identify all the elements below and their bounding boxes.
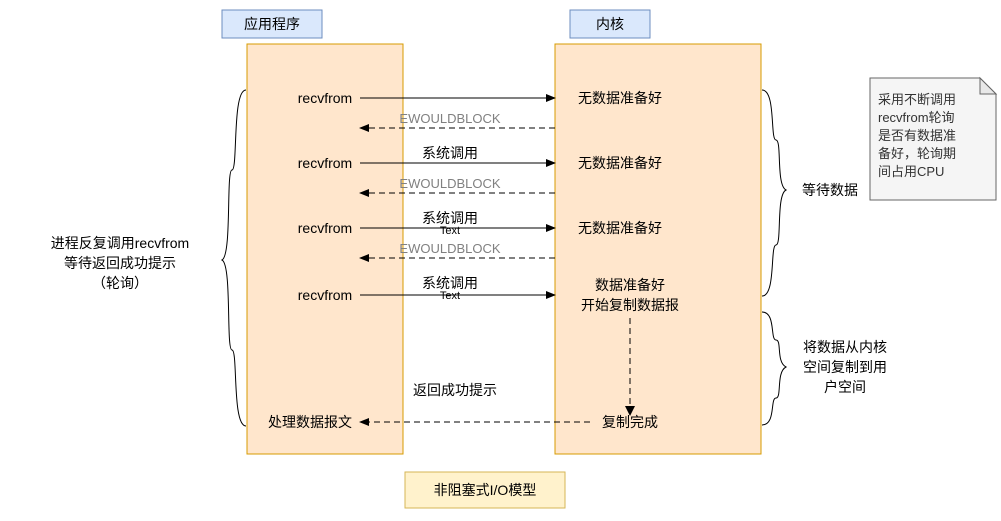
note-l4: 备好，轮询期 bbox=[878, 146, 956, 161]
recv1: recvfrom bbox=[298, 90, 352, 106]
ready-b: 开始复制数据报 bbox=[581, 297, 679, 313]
right-brace-wait bbox=[762, 90, 786, 296]
note-l3: 是否有数据准 bbox=[878, 128, 956, 143]
ret-ok: 返回成功提示 bbox=[413, 382, 497, 398]
no2: 无数据准备好 bbox=[578, 155, 662, 171]
right-brace-copy bbox=[762, 312, 786, 425]
recv3: recvfrom bbox=[298, 220, 352, 236]
copy-label-3: 户空间 bbox=[824, 379, 866, 395]
recv4: recvfrom bbox=[298, 287, 352, 303]
text-stub-1: Text bbox=[440, 225, 460, 237]
left-caption-2: 等待返回成功提示 bbox=[64, 255, 176, 271]
copy-label-1: 将数据从内核 bbox=[803, 339, 887, 355]
no1: 无数据准备好 bbox=[578, 90, 662, 106]
syscall1: 系统调用 bbox=[422, 145, 478, 161]
note-l2: recvfrom轮询 bbox=[878, 110, 955, 125]
text-stub-2: Text bbox=[440, 290, 460, 302]
process: 处理数据报文 bbox=[268, 414, 352, 430]
done: 复制完成 bbox=[602, 414, 658, 430]
no3: 无数据准备好 bbox=[578, 220, 662, 236]
ewb2: EWOULDBLOCK bbox=[399, 176, 500, 191]
kernel-header-label: 内核 bbox=[596, 16, 624, 32]
note-l5: 间占用CPU bbox=[878, 164, 944, 179]
ewb3: EWOULDBLOCK bbox=[399, 241, 500, 256]
syscall2: 系统调用 bbox=[422, 210, 478, 226]
app-header-label: 应用程序 bbox=[244, 16, 300, 32]
left-brace bbox=[222, 90, 246, 426]
recv2: recvfrom bbox=[298, 155, 352, 171]
note-fold bbox=[980, 78, 996, 94]
wait-label: 等待数据 bbox=[802, 182, 858, 198]
ready-a: 数据准备好 bbox=[595, 277, 665, 293]
note-l1: 采用不断调用 bbox=[878, 92, 956, 107]
copy-label-2: 空间复制到用 bbox=[803, 359, 887, 375]
ewb1: EWOULDBLOCK bbox=[399, 111, 500, 126]
left-caption-1: 进程反复调用recvfrom bbox=[51, 235, 189, 251]
title-label: 非阻塞式I/O模型 bbox=[434, 482, 537, 498]
syscall3: 系统调用 bbox=[422, 275, 478, 291]
left-caption-3: （轮询） bbox=[92, 275, 148, 291]
